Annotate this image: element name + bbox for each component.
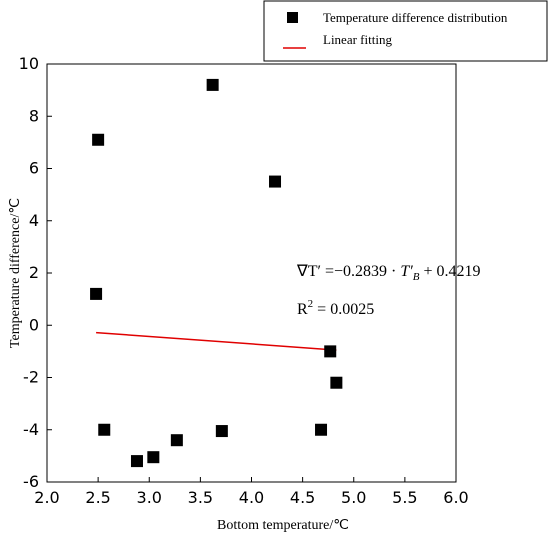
data-point bbox=[330, 376, 343, 389]
y-tick-label: -4 bbox=[23, 420, 39, 439]
y-tick-label: -6 bbox=[23, 472, 39, 491]
y-tick-label: 6 bbox=[29, 159, 39, 178]
data-point bbox=[90, 287, 103, 300]
data-point bbox=[170, 434, 183, 447]
equation-variable: T′ bbox=[400, 263, 413, 280]
y-tick-label: 2 bbox=[29, 263, 39, 282]
r-squared-superscript: 2 bbox=[308, 298, 314, 310]
equation-lhs: ∇T′ =−0.2839 · bbox=[296, 263, 400, 280]
data-point bbox=[324, 345, 337, 358]
data-point bbox=[147, 451, 160, 464]
r-squared-label: R bbox=[297, 301, 308, 318]
data-point bbox=[98, 423, 111, 436]
legend-label-fit: Linear fitting bbox=[323, 32, 392, 47]
y-axis-title: Temperature difference/℃ bbox=[8, 198, 23, 348]
data-points-layer bbox=[90, 78, 343, 468]
y-tick-label: 8 bbox=[29, 106, 39, 125]
y-tick-label: 0 bbox=[29, 315, 39, 334]
x-tick-label: 2.5 bbox=[85, 488, 110, 507]
fit-equation: ∇T′ =−0.2839 · T′B + 0.4219 bbox=[296, 263, 481, 283]
legend-marker-square bbox=[287, 12, 298, 23]
data-point bbox=[315, 423, 328, 436]
legend-label-scatter: Temperature difference distribution bbox=[323, 10, 508, 25]
x-tick-label: 3.5 bbox=[188, 488, 213, 507]
x-axis-title: Bottom temperature/℃ bbox=[217, 518, 349, 533]
r-squared-value: = 0.0025 bbox=[313, 301, 374, 318]
legend-box bbox=[263, 0, 548, 62]
y-tick-label: -2 bbox=[23, 368, 39, 387]
fit-line bbox=[96, 331, 337, 351]
x-tick-label: 6.0 bbox=[443, 488, 468, 507]
x-tick-label: 4.5 bbox=[290, 488, 315, 507]
legend: Temperature difference distribution Line… bbox=[263, 0, 548, 62]
data-point bbox=[130, 455, 143, 468]
x-axis-ticks: 2.0 2.5 3.0 3.5 4.0 4.5 5.0 5.5 6.0 bbox=[34, 477, 469, 507]
x-tick-label: 4.0 bbox=[239, 488, 264, 507]
data-point bbox=[215, 425, 228, 438]
x-tick-label: 2.0 bbox=[34, 488, 59, 507]
x-tick-label: 5.5 bbox=[392, 488, 417, 507]
y-axis-ticks: -6 -4 -2 0 2 4 6 8 10 bbox=[19, 54, 52, 491]
data-point bbox=[269, 175, 282, 188]
y-tick-label: 10 bbox=[19, 54, 39, 73]
y-tick-label: 4 bbox=[29, 211, 39, 230]
x-tick-label: 3.0 bbox=[137, 488, 162, 507]
data-point bbox=[206, 78, 219, 91]
equation-rhs: + 0.4219 bbox=[420, 263, 481, 280]
r-squared: R2 = 0.0025 bbox=[297, 298, 374, 318]
data-point bbox=[92, 133, 105, 146]
equation-subscript: B bbox=[413, 271, 420, 283]
fit-line-layer bbox=[96, 331, 337, 351]
x-tick-label: 5.0 bbox=[341, 488, 366, 507]
